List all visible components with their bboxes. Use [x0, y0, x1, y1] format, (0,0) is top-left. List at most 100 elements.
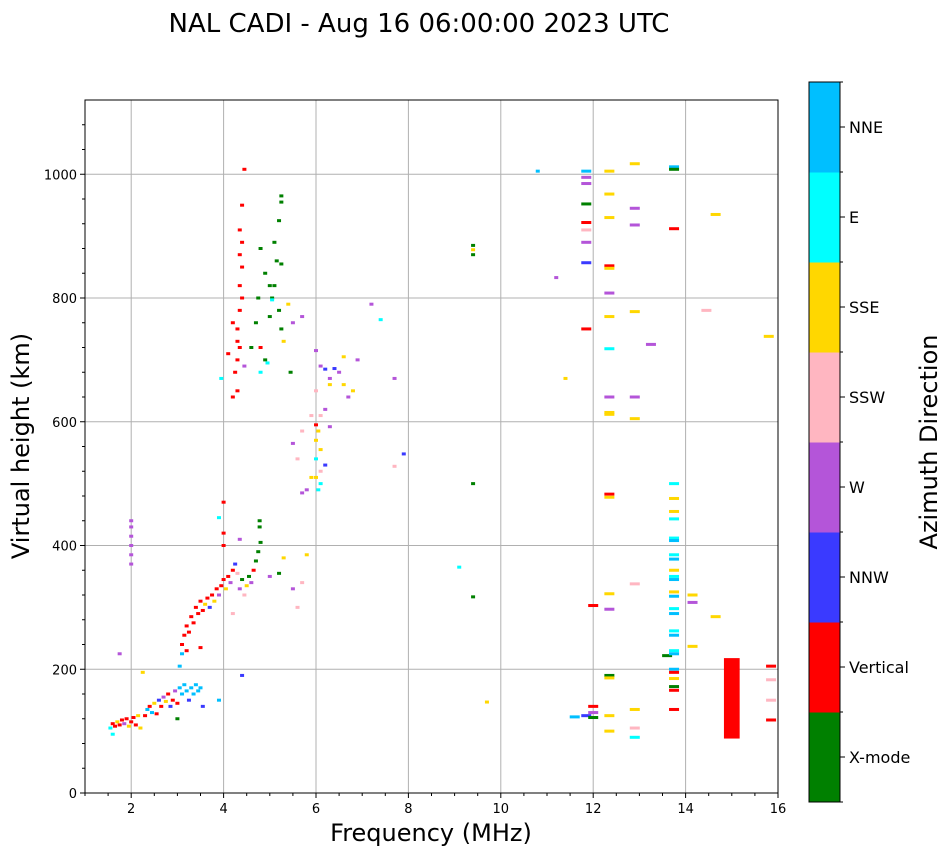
data-point — [182, 633, 187, 637]
data-point — [392, 464, 397, 468]
data-point — [484, 700, 489, 704]
data-point — [314, 457, 318, 461]
data-point — [669, 509, 680, 513]
data-point — [588, 704, 599, 708]
data-point — [240, 578, 245, 582]
data-point — [277, 308, 282, 312]
data-point — [309, 475, 314, 479]
data-point — [629, 726, 640, 730]
data-point — [110, 722, 115, 726]
data-point — [316, 429, 321, 433]
data-point — [604, 169, 615, 173]
data-point — [244, 584, 249, 588]
data-point — [159, 704, 164, 708]
data-point — [323, 407, 328, 411]
colorbar-tick-label: Vertical — [849, 658, 909, 677]
x-tick-label: 14 — [677, 802, 694, 817]
data-point — [669, 594, 680, 598]
data-point — [184, 624, 189, 628]
data-point — [240, 240, 245, 244]
data-point — [263, 358, 268, 362]
data-point — [240, 265, 245, 269]
data-point — [258, 540, 263, 544]
data-point — [240, 673, 245, 677]
data-point — [588, 604, 599, 608]
data-point — [766, 678, 777, 682]
data-point — [669, 165, 680, 169]
x-tick-label: 8 — [404, 802, 412, 817]
data-point — [669, 590, 680, 594]
data-point — [230, 321, 235, 325]
data-point — [196, 612, 201, 616]
data-point — [186, 630, 191, 634]
data-point — [309, 414, 314, 418]
data-point — [180, 652, 185, 656]
data-point — [629, 417, 640, 421]
data-point — [471, 248, 476, 252]
data-point — [604, 192, 615, 196]
data-point — [332, 367, 337, 371]
data-point — [270, 298, 275, 302]
data-point — [581, 240, 592, 244]
data-point — [766, 664, 777, 668]
data-point — [129, 720, 134, 724]
data-point — [242, 364, 247, 368]
colorbar-frame — [808, 81, 841, 803]
data-point — [115, 720, 120, 724]
data-point — [355, 358, 360, 362]
data-point — [249, 581, 254, 585]
data-point — [200, 608, 205, 612]
data-point — [221, 531, 226, 535]
data-point — [629, 707, 640, 711]
data-point — [147, 704, 152, 708]
x-tick-label: 12 — [585, 802, 602, 817]
data-point — [669, 633, 680, 637]
data-point — [581, 228, 592, 232]
data-point — [230, 568, 235, 572]
y-tick-label: 0 — [69, 787, 77, 802]
data-point — [122, 722, 127, 726]
data-point — [581, 182, 592, 186]
data-point — [186, 698, 191, 702]
data-point — [233, 562, 238, 566]
data-point — [471, 243, 476, 247]
data-point — [662, 654, 673, 658]
data-point — [184, 689, 189, 693]
data-point — [581, 327, 592, 331]
data-point — [588, 711, 599, 715]
data-point — [198, 686, 203, 690]
data-point — [193, 683, 198, 687]
colorbar-segment — [809, 172, 840, 263]
data-point — [581, 221, 592, 225]
data-point — [131, 716, 136, 720]
data-point — [629, 162, 640, 166]
chart-title: NAL CADI - Aug 16 06:00:00 2023 UTC — [169, 9, 670, 39]
data-point — [629, 206, 640, 210]
data-point — [629, 223, 640, 227]
data-point — [350, 389, 355, 393]
data-point — [563, 376, 568, 380]
data-point — [314, 438, 318, 442]
data-point — [604, 592, 615, 596]
colorbar-tick-label: W — [849, 478, 865, 497]
data-point — [629, 395, 640, 399]
data-point — [235, 327, 240, 331]
data-point — [257, 525, 262, 529]
data-point — [581, 714, 592, 718]
data-point — [327, 376, 332, 380]
data-point — [117, 723, 122, 727]
colorbar-segment — [809, 622, 840, 713]
data-point — [687, 644, 698, 648]
data-point — [669, 553, 680, 557]
data-point — [226, 574, 231, 578]
data-point — [669, 517, 680, 521]
colorbar-tick-label: NNW — [849, 568, 889, 587]
data-point — [581, 175, 592, 179]
data-point — [129, 544, 134, 547]
data-point — [669, 688, 680, 692]
data-point — [163, 699, 168, 703]
data-points — [108, 162, 777, 739]
data-point — [669, 685, 680, 689]
colorbar-tick-label: NNE — [849, 118, 883, 137]
data-point — [154, 712, 159, 716]
